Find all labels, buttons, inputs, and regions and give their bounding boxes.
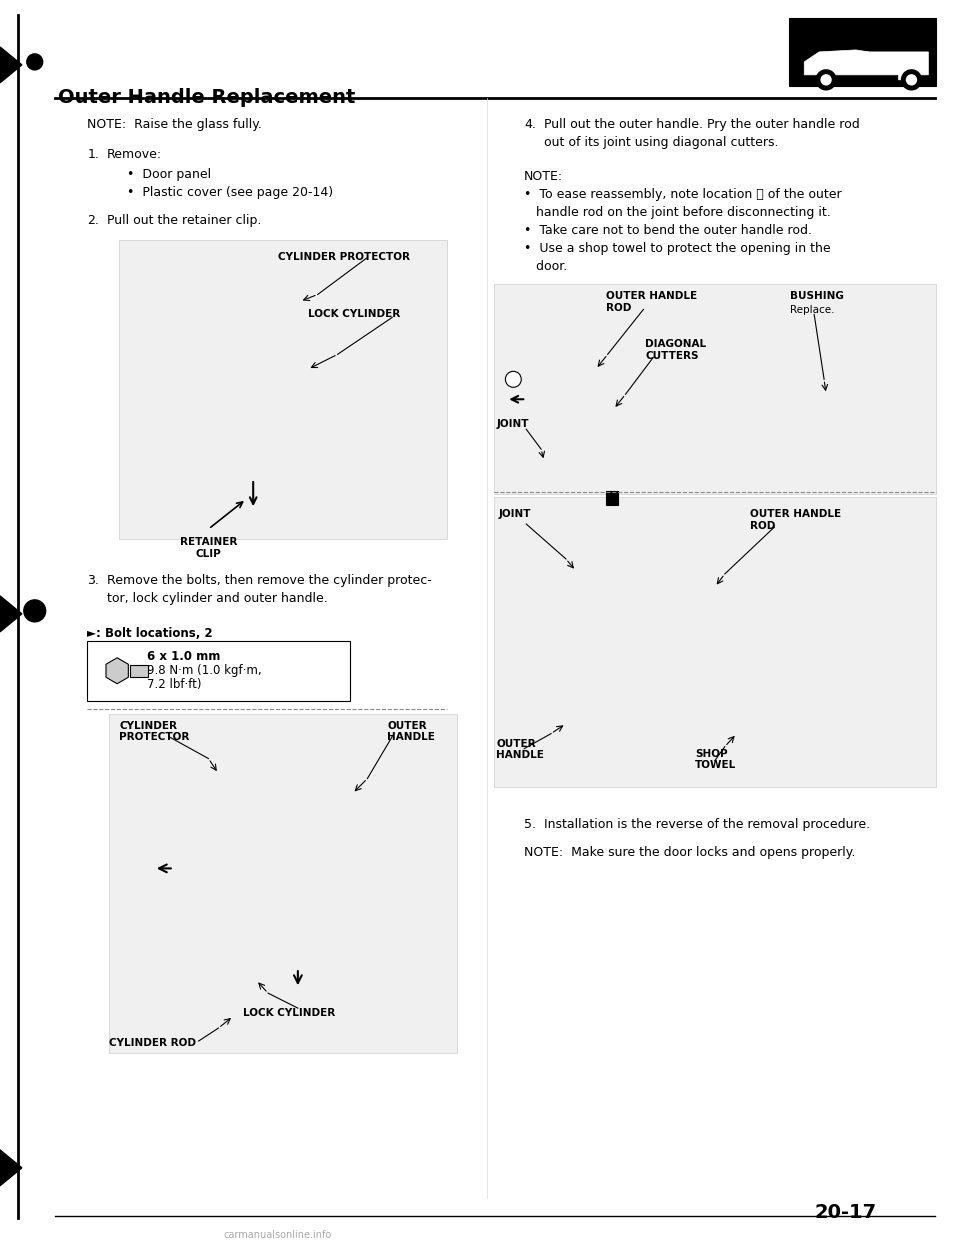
Text: CYLINDER ROD: CYLINDER ROD bbox=[109, 1038, 196, 1048]
Text: out of its joint using diagonal cutters.: out of its joint using diagonal cutters. bbox=[544, 135, 779, 149]
Text: Outer Handle Replacement: Outer Handle Replacement bbox=[58, 88, 355, 107]
Text: Pull out the retainer clip.: Pull out the retainer clip. bbox=[108, 214, 262, 226]
Text: Replace.: Replace. bbox=[790, 306, 835, 315]
Text: •  To ease reassembly, note location Ⓐ of the outer: • To ease reassembly, note location Ⓐ of… bbox=[524, 188, 842, 201]
Text: DIAGONAL
CUTTERS: DIAGONAL CUTTERS bbox=[645, 339, 707, 361]
Text: NOTE:: NOTE: bbox=[524, 170, 564, 183]
Text: LOCK CYLINDER: LOCK CYLINDER bbox=[243, 1009, 335, 1018]
Text: JOINT: JOINT bbox=[498, 509, 531, 519]
Bar bbox=[119, 240, 446, 539]
Text: Remove:: Remove: bbox=[108, 148, 162, 160]
Text: 7.2 lbf·ft): 7.2 lbf·ft) bbox=[147, 678, 202, 691]
Text: Pull out the outer handle. Pry the outer handle rod: Pull out the outer handle. Pry the outer… bbox=[544, 118, 860, 130]
Text: 4.: 4. bbox=[524, 118, 536, 130]
Circle shape bbox=[816, 70, 836, 89]
Text: CYLINDER
PROTECTOR: CYLINDER PROTECTOR bbox=[119, 720, 189, 743]
Polygon shape bbox=[106, 658, 129, 684]
Text: Installation is the reverse of the removal procedure.: Installation is the reverse of the remov… bbox=[544, 818, 870, 831]
Polygon shape bbox=[0, 596, 22, 632]
Text: carmanualsonline.info: carmanualsonline.info bbox=[224, 1230, 332, 1240]
Text: OUTER
HANDLE: OUTER HANDLE bbox=[387, 720, 435, 743]
Text: 1.: 1. bbox=[87, 148, 99, 160]
Text: NOTE:  Raise the glass fully.: NOTE: Raise the glass fully. bbox=[87, 118, 262, 130]
Bar bbox=[130, 664, 148, 677]
Text: 9.8 N·m (1.0 kgf·m,: 9.8 N·m (1.0 kgf·m, bbox=[147, 663, 261, 677]
Text: 5.: 5. bbox=[524, 818, 537, 831]
Polygon shape bbox=[0, 47, 22, 83]
Text: handle rod on the joint before disconnecting it.: handle rod on the joint before disconnec… bbox=[524, 206, 831, 219]
Text: OUTER HANDLE
ROD: OUTER HANDLE ROD bbox=[606, 292, 697, 313]
Bar bbox=[494, 497, 936, 786]
Circle shape bbox=[901, 70, 922, 89]
Circle shape bbox=[821, 75, 831, 84]
Text: ►: Bolt locations, 2: ►: Bolt locations, 2 bbox=[87, 627, 213, 640]
Text: CYLINDER PROTECTOR: CYLINDER PROTECTOR bbox=[278, 252, 410, 262]
Text: OUTER HANDLE
ROD: OUTER HANDLE ROD bbox=[750, 509, 841, 530]
Text: RETAINER
CLIP: RETAINER CLIP bbox=[180, 537, 237, 559]
Text: LOCK CYLINDER: LOCK CYLINDER bbox=[308, 309, 400, 319]
Text: •  Door panel: • Door panel bbox=[127, 168, 211, 180]
Polygon shape bbox=[819, 52, 869, 62]
Circle shape bbox=[505, 371, 521, 388]
Text: SHOP
TOWEL: SHOP TOWEL bbox=[695, 749, 736, 770]
Bar bbox=[494, 284, 936, 494]
Text: OUTER
HANDLE: OUTER HANDLE bbox=[496, 739, 544, 760]
Text: •  Plastic cover (see page 20-14): • Plastic cover (see page 20-14) bbox=[127, 185, 333, 199]
Text: 6 x 1.0 mm: 6 x 1.0 mm bbox=[147, 650, 221, 663]
Circle shape bbox=[27, 53, 42, 70]
Bar bbox=[87, 641, 350, 700]
Text: BUSHING: BUSHING bbox=[790, 292, 844, 302]
Text: JOINT: JOINT bbox=[496, 420, 529, 430]
Circle shape bbox=[24, 600, 46, 622]
Text: •  Use a shop towel to protect the opening in the: • Use a shop towel to protect the openin… bbox=[524, 241, 830, 255]
Text: 2.: 2. bbox=[87, 214, 99, 226]
Circle shape bbox=[906, 75, 917, 84]
Text: •  Take care not to bend the outer handle rod.: • Take care not to bend the outer handle… bbox=[524, 224, 812, 236]
Text: 3.: 3. bbox=[87, 574, 99, 587]
Text: NOTE:  Make sure the door locks and opens properly.: NOTE: Make sure the door locks and opens… bbox=[524, 847, 855, 859]
Text: door.: door. bbox=[524, 260, 567, 272]
Bar bbox=[606, 491, 617, 505]
Bar bbox=[109, 714, 457, 1053]
Text: A: A bbox=[511, 375, 516, 384]
Text: tor, lock cylinder and outer handle.: tor, lock cylinder and outer handle. bbox=[108, 592, 328, 605]
Polygon shape bbox=[0, 1150, 22, 1186]
Text: 20-17: 20-17 bbox=[814, 1202, 876, 1222]
Text: Remove the bolts, then remove the cylinder protec-: Remove the bolts, then remove the cylind… bbox=[108, 574, 432, 587]
Bar bbox=[789, 17, 936, 86]
Polygon shape bbox=[804, 50, 928, 79]
